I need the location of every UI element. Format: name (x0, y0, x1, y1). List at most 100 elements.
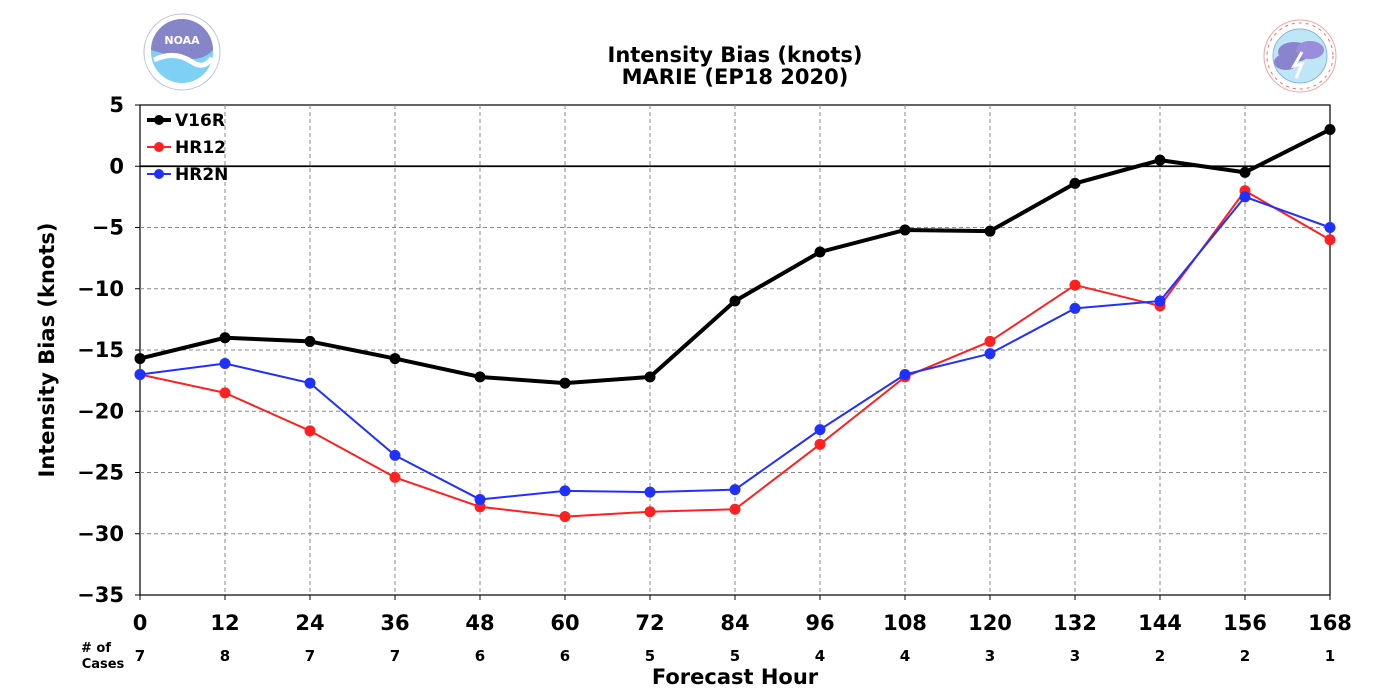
legend-label: HR12 (175, 138, 226, 158)
data-point (559, 511, 571, 523)
data-point (304, 425, 316, 437)
case-count: 5 (730, 647, 740, 665)
case-count: 4 (900, 647, 910, 665)
data-point (984, 348, 996, 360)
data-point (1154, 154, 1166, 166)
y-tick-label: −15 (77, 338, 124, 362)
y-axis-ticks: 5 0 −5 −10 −15 −20 −25 −30 −35 (77, 93, 140, 607)
data-point (644, 506, 656, 518)
data-point (304, 335, 316, 347)
case-count: 6 (475, 647, 485, 665)
cases-label-line1: # of (81, 641, 111, 656)
data-point (729, 295, 741, 307)
data-point (1154, 295, 1166, 307)
case-count: 2 (1240, 647, 1250, 665)
data-point (729, 503, 741, 515)
noaa-logo-icon: NOAA (143, 13, 221, 91)
cases-label-line2: Cases (82, 657, 125, 672)
y-axis-label: Intensity Bias (knots) (35, 223, 59, 478)
data-point (134, 353, 146, 365)
series-layer (134, 124, 1336, 523)
data-point (389, 471, 401, 483)
case-count: 7 (135, 647, 145, 665)
data-point (219, 357, 231, 369)
data-point (1069, 279, 1081, 291)
series-hr2n (134, 191, 1336, 505)
data-point (899, 224, 911, 236)
data-point (1239, 166, 1251, 178)
legend-swatch-marker (154, 115, 164, 125)
plot-area (134, 104, 1336, 596)
x-tick-label: 108 (883, 611, 927, 635)
data-point (1069, 302, 1081, 314)
case-count: 7 (390, 647, 400, 665)
data-point (559, 377, 571, 389)
case-count: 5 (645, 647, 655, 665)
y-tick-label: −25 (77, 461, 124, 485)
data-point (134, 369, 146, 380)
legend-swatch-marker (154, 169, 164, 179)
data-point (814, 246, 826, 258)
y-tick-label: −5 (92, 216, 124, 240)
cases-row: 7 8 7 7 6 6 5 5 4 4 3 3 2 2 1 (135, 647, 1335, 665)
case-count: 3 (1070, 647, 1080, 665)
case-count: 4 (815, 647, 825, 665)
data-point (984, 225, 996, 237)
x-axis-label: Forecast Hour (652, 665, 819, 689)
y-tick-label: −20 (77, 399, 124, 423)
data-point (1239, 191, 1251, 203)
data-point (644, 371, 656, 383)
data-point (899, 369, 911, 380)
data-point (814, 424, 826, 436)
case-count: 1 (1325, 647, 1335, 665)
data-point (389, 449, 401, 461)
x-tick-label: 120 (968, 611, 1012, 635)
x-tick-label: 24 (295, 611, 324, 635)
data-point (1324, 222, 1336, 233)
x-tick-label: 156 (1223, 611, 1267, 635)
data-point (219, 332, 231, 344)
x-tick-label: 72 (635, 611, 664, 635)
case-count: 8 (220, 647, 230, 665)
case-count: 3 (985, 647, 995, 665)
x-tick-label: 60 (550, 611, 579, 635)
x-tick-label: 144 (1138, 611, 1182, 635)
data-point (1069, 177, 1081, 189)
data-point (474, 371, 486, 383)
data-point (304, 377, 316, 389)
chart-title-line2: MARIE (EP18 2020) (622, 65, 849, 89)
legend-item-hr12: HR12 (147, 138, 226, 158)
legend-item-hr2n: HR2N (147, 165, 228, 185)
x-tick-label: 0 (133, 611, 148, 635)
x-tick-label: 132 (1053, 611, 1097, 635)
x-tick-label: 12 (210, 611, 239, 635)
legend-label: V16R (175, 111, 225, 131)
data-point (644, 486, 656, 498)
x-tick-label: 36 (380, 611, 409, 635)
x-tick-label: 96 (805, 611, 834, 635)
series-line (139, 195, 1331, 501)
data-point (389, 353, 401, 365)
y-tick-label: −30 (77, 522, 124, 546)
case-count: 2 (1155, 647, 1165, 665)
x-axis-ticks: 0 12 24 36 48 60 72 84 96 108 120 132 144 156 168 (133, 595, 1352, 635)
data-point (219, 387, 231, 399)
y-tick-label: −35 (77, 583, 124, 607)
legend-label: HR2N (175, 165, 228, 185)
data-point (474, 493, 486, 505)
y-tick-label: 5 (109, 93, 124, 117)
y-tick-label: 0 (109, 154, 124, 178)
legend-item-v16r: V16R (147, 111, 225, 131)
nws-logo-icon (1263, 19, 1337, 93)
data-point (1324, 234, 1336, 246)
case-count: 6 (560, 647, 570, 665)
data-point (559, 485, 571, 497)
grid (140, 105, 1330, 595)
noaa-logo-text: NOAA (164, 34, 200, 47)
data-point (729, 484, 741, 496)
data-point (984, 335, 996, 347)
y-tick-label: −10 (77, 277, 124, 301)
series-v16r (134, 124, 1336, 389)
data-point (1324, 124, 1336, 135)
